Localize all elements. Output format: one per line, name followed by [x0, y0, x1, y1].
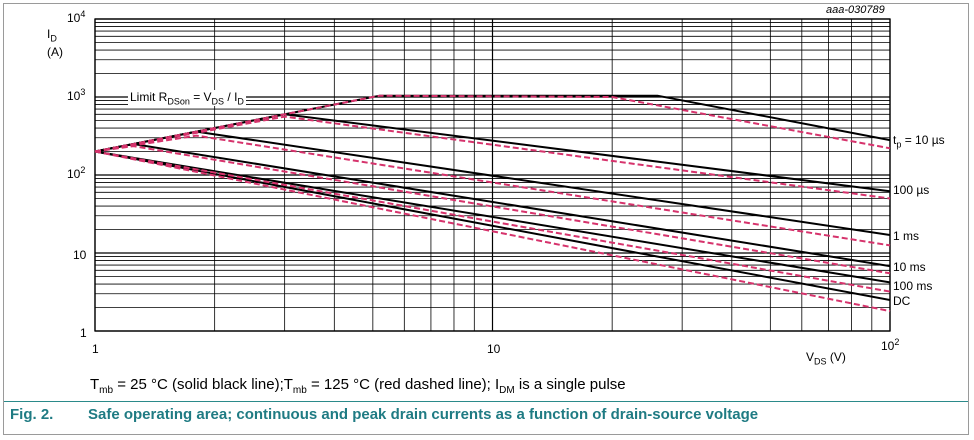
series-line-ms100-solid: [94, 150, 891, 284]
chart-series: [94, 94, 891, 313]
x-tick-label: 10: [487, 342, 501, 356]
y-axis-label-main: I: [47, 27, 51, 41]
y-axis-label-sub: D: [50, 33, 57, 44]
y-tick-label: 104: [67, 9, 86, 25]
series-label-1ms: 1 ms: [893, 229, 920, 243]
figure-number: Fig. 2.: [10, 406, 54, 423]
series-label-tp-10us: tp = 10 µs: [893, 133, 945, 150]
series-label-dc: DC: [893, 294, 911, 308]
series-line-ms1-dashed: [94, 134, 891, 247]
y-axis-unit: (A): [47, 45, 63, 59]
x-tick-label: 102: [881, 337, 900, 353]
y-tick-label: 102: [67, 165, 86, 181]
y-tick-label: 1: [80, 326, 87, 340]
figure-frame: [3, 3, 969, 435]
y-axis-label: ID: [47, 27, 57, 43]
series-line-dc-solid: [94, 150, 891, 301]
figure-id: aaa-030789: [826, 4, 885, 16]
caption-divider: [4, 401, 968, 402]
y-tick-label: 103: [67, 87, 86, 103]
plot-area-border: [94, 18, 891, 332]
series-label-100ms: 100 ms: [893, 279, 933, 293]
series-line-ms10-dashed: [94, 145, 891, 275]
x-axis-label: VDS (V): [806, 350, 846, 367]
x-tick-label: 1: [92, 342, 99, 356]
figure-title: Safe operating area; continuous and peak…: [88, 406, 759, 423]
series-line-tp10us-dashed: [94, 94, 891, 153]
limit-rdson-annotation: Limit RDSon = VDS / ID: [128, 90, 246, 107]
series-line-us100-dashed: [94, 115, 891, 200]
chart-note: Tmb = 25 °C (solid black line);Tmb = 125…: [90, 376, 626, 396]
series-line-dc-dashed: [94, 150, 891, 313]
series-label-100us: 100 µs: [893, 183, 930, 197]
figure-caption: Fig. 2. Safe operating area; continuous a…: [10, 406, 758, 423]
y-tick-label: 10: [73, 248, 87, 262]
series-label-10ms: 10 ms: [893, 260, 926, 274]
